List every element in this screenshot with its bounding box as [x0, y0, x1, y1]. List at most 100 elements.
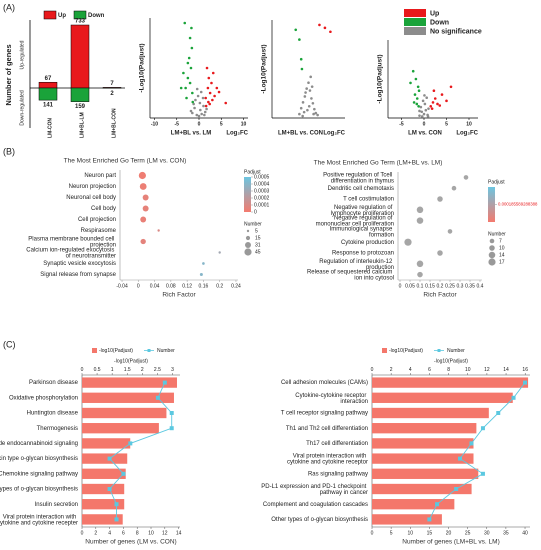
- point: [202, 104, 205, 108]
- point: [188, 36, 192, 40]
- y-tick-label: Chemokine signaling pathway: [0, 471, 78, 477]
- point: [310, 97, 313, 100]
- y-tick-label: Regulation of interleukin-12 production: [319, 258, 394, 270]
- point: [414, 77, 418, 81]
- point: [423, 102, 427, 106]
- top-tick-label: 4: [409, 367, 412, 373]
- legend-label: -log10(Padjust): [389, 348, 423, 354]
- point: [314, 111, 318, 115]
- x-tick-label: 0.15: [425, 283, 435, 289]
- line-marker: [128, 441, 133, 446]
- size-label: 5: [255, 228, 258, 234]
- point: [206, 86, 210, 90]
- legend-swatch: [92, 348, 97, 353]
- y-tick-label: Complement and coagulation cascades: [263, 502, 368, 508]
- size-key: [244, 248, 252, 256]
- bar: [82, 453, 128, 464]
- point: [305, 87, 308, 90]
- bottom-tick-label: 14: [176, 530, 182, 536]
- bottom-tick-label: 5: [390, 530, 393, 536]
- line-marker: [162, 380, 167, 385]
- bottom-axis-title: Number of genes (LM+BL vs. LM): [402, 539, 499, 546]
- point: [304, 91, 307, 94]
- y-axis-title: Number of genes: [4, 44, 13, 105]
- bottom-tick-label: 15: [427, 530, 433, 536]
- dot: [416, 206, 424, 214]
- line-marker: [107, 487, 112, 491]
- x-tick-label: 10: [241, 121, 247, 127]
- dot: [142, 194, 149, 201]
- x-tick-label: 0.12: [182, 283, 192, 289]
- y-tick-label: Thermogenesis: [37, 426, 78, 432]
- dot: [139, 183, 147, 190]
- legend-title: Number: [488, 231, 506, 237]
- panel-label: (A): [3, 2, 15, 12]
- bar: [82, 407, 167, 419]
- chart-title: The Most Enriched Go Term (LM vs. CON): [64, 158, 187, 165]
- legend-label: Up: [430, 10, 439, 17]
- size-label: 31: [255, 242, 261, 248]
- y-tick-label: Release of sequestered calcium ion into …: [307, 269, 394, 281]
- bottom-tick-label: 12: [162, 530, 168, 536]
- point: [300, 67, 304, 71]
- point: [213, 94, 216, 98]
- top-tick-label: 3: [171, 367, 174, 373]
- point: [195, 87, 199, 91]
- x-tick-label: 0.35: [465, 283, 475, 289]
- dot: [138, 171, 146, 180]
- line-marker: [114, 502, 119, 507]
- bar: [82, 483, 125, 495]
- point: [445, 99, 448, 103]
- point: [198, 101, 202, 105]
- y-tick-label: Immunological synapse formation: [330, 226, 394, 238]
- legend-marker: [437, 349, 441, 352]
- point: [205, 66, 209, 70]
- point: [210, 81, 213, 85]
- y-tick-label: Neuron part: [84, 173, 116, 179]
- size-key: [488, 258, 496, 266]
- bottom-tick-label: 10: [407, 530, 413, 536]
- top-axis-title: -log10(Padjust): [114, 358, 148, 364]
- y-tick-label: Response to protozoan: [332, 251, 394, 257]
- x-tick-label: -0.04: [116, 283, 128, 289]
- point: [224, 101, 228, 105]
- point: [432, 89, 436, 92]
- bar: [372, 468, 479, 479]
- point: [307, 104, 311, 108]
- y-tick-label: Cytokine production: [341, 240, 394, 246]
- x-tick-label: 0: [137, 283, 140, 289]
- point: [436, 102, 439, 106]
- point: [420, 110, 424, 114]
- x-axis-unit: Log₂FC: [323, 131, 345, 137]
- bottom-tick-label: 8: [136, 530, 139, 536]
- point: [191, 111, 194, 115]
- x-tick-label: -5: [399, 121, 404, 127]
- point: [311, 102, 315, 105]
- bar: [372, 453, 474, 464]
- point: [298, 38, 301, 41]
- x-axis-title: LM+BL vs. LM: [171, 131, 211, 137]
- y-tick-label: Negative regulation of lymphocyte prolif…: [331, 204, 394, 216]
- point: [215, 86, 219, 90]
- bar: [70, 87, 90, 102]
- point: [205, 107, 208, 111]
- bottom-tick-label: 10: [148, 530, 154, 536]
- point: [186, 76, 190, 80]
- point: [310, 85, 314, 88]
- legend-label: Number: [447, 348, 465, 354]
- point: [316, 113, 319, 117]
- point: [179, 86, 183, 90]
- point: [415, 102, 419, 106]
- point: [199, 108, 202, 112]
- y-tick-label: T cell costimulation: [343, 197, 394, 203]
- point: [187, 56, 191, 60]
- x-tick-label: 0: [423, 121, 426, 127]
- legend-swatch: [404, 18, 426, 26]
- bottom-tick-label: 2: [94, 530, 97, 536]
- value-label: 67: [45, 76, 52, 82]
- bar: [372, 438, 474, 449]
- point: [207, 76, 211, 80]
- y-tick-label: PD-L1 expression and PD-1 checkpoint pat…: [261, 484, 368, 496]
- dot: [447, 229, 453, 234]
